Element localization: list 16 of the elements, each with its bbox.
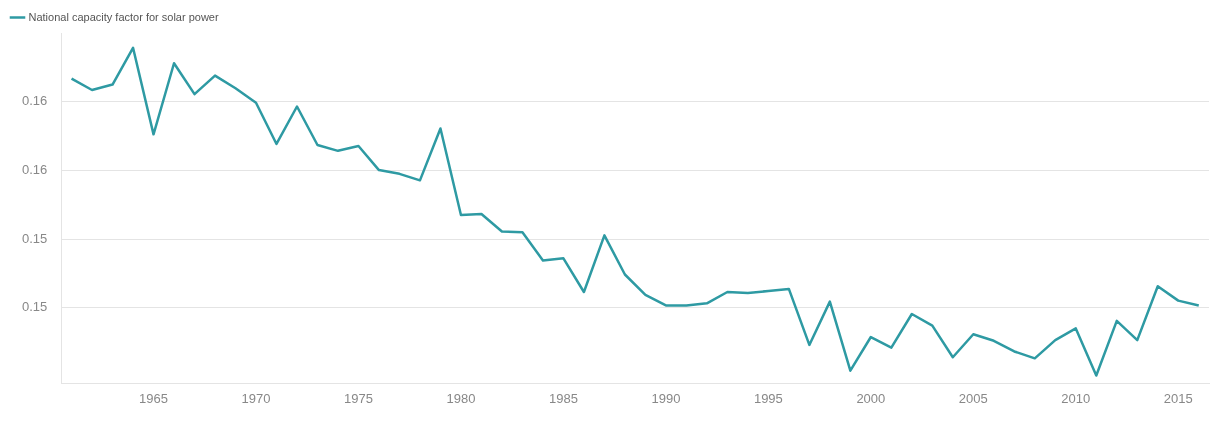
x-tick-label: 1990 (651, 390, 681, 406)
x-tick-label: 2010 (1061, 390, 1091, 406)
y-tick-label: 0.15 (21, 299, 48, 315)
x-tick-label: 1975 (344, 390, 373, 406)
y-tick-label: 0.16 (21, 93, 48, 109)
y-tick-label: 0.16 (21, 161, 48, 177)
x-tick-label: 2005 (958, 390, 988, 406)
x-tick-label: 2015 (1163, 390, 1193, 406)
x-tick-label: 1985 (548, 390, 578, 406)
y-tick-label: 0.15 (21, 230, 48, 246)
x-tick-label: 2000 (856, 390, 886, 406)
x-tick-label: 1995 (753, 390, 783, 406)
x-tick-label: 1980 (446, 390, 476, 406)
legend-label: National capacity factor for solar power (28, 10, 219, 23)
x-tick-label: 1970 (241, 390, 271, 406)
x-tick-label: 1965 (139, 390, 168, 406)
